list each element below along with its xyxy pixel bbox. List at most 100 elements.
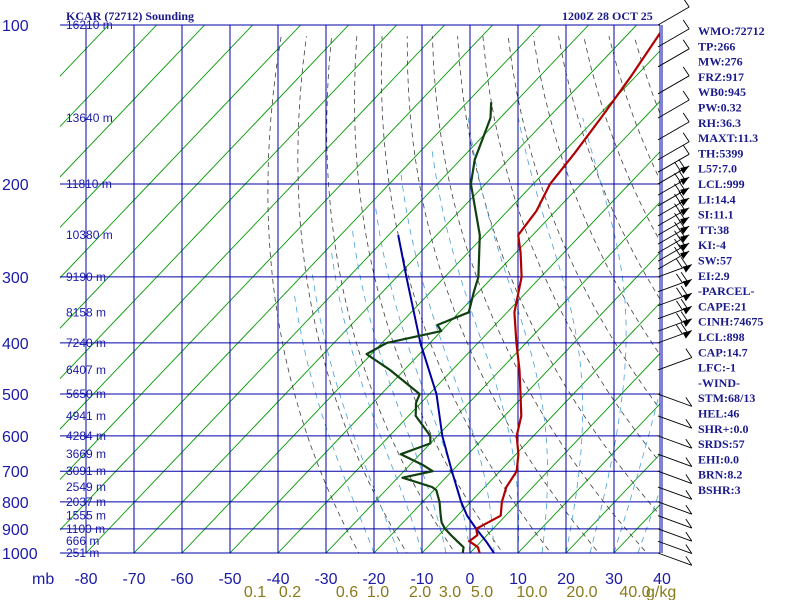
pressure-tick-label: 300 xyxy=(2,270,29,287)
wind-barb-pennant xyxy=(680,234,690,243)
moist-adiabat-line xyxy=(331,252,423,553)
stability-index-label: WB0:945 xyxy=(698,85,746,99)
wind-barb-feather xyxy=(682,144,690,155)
isotherm-line xyxy=(60,25,157,128)
wind-barb-feather xyxy=(678,228,686,238)
wind-barb-feather xyxy=(682,90,690,101)
wind-barb-staff xyxy=(657,75,690,95)
dry-adiabat-line xyxy=(406,36,600,553)
moist-adiabat-line xyxy=(582,117,627,553)
moist-adiabat-line xyxy=(637,489,660,553)
wind-barb-pennant xyxy=(682,318,692,327)
isotherm-line xyxy=(60,25,493,481)
isotherm-line xyxy=(133,25,637,553)
pressure-unit-label: mb xyxy=(32,571,54,588)
mixing-ratio-label: 0.1 xyxy=(244,584,266,600)
wind-barb-feather xyxy=(680,285,688,296)
wind-barb-feather xyxy=(676,312,683,323)
height-label: 13640 m xyxy=(66,111,113,125)
stability-index-label: LFC:-1 xyxy=(698,361,736,375)
isotherm-line xyxy=(60,25,301,279)
isotherm-line xyxy=(60,25,397,380)
mixing-ratio-label: 0.2 xyxy=(279,584,301,600)
stability-index-label: WMO:72712 xyxy=(698,24,765,38)
skewed-isotherms xyxy=(60,25,660,553)
moist-adiabat-line xyxy=(613,388,660,553)
isotherm-line xyxy=(60,25,349,329)
stability-index-label: STM:68/13 xyxy=(698,391,755,405)
height-label: 7240 m xyxy=(66,336,106,350)
stability-index-label: TT:38 xyxy=(698,223,729,237)
height-label: 3091 m xyxy=(66,464,106,478)
wind-barb-feather xyxy=(676,324,683,335)
pressure-tick-label: 800 xyxy=(2,495,29,512)
stability-index-label: TH:5399 xyxy=(698,146,743,160)
isotherm-line xyxy=(60,25,205,178)
wind-barb-feather xyxy=(680,311,688,321)
moist-adiabat-line xyxy=(351,225,447,553)
wind-barb-feather xyxy=(678,210,686,220)
pressure-tick-label: 200 xyxy=(2,177,29,194)
wind-barb-feather xyxy=(676,258,683,269)
temperature-tick-label: -50 xyxy=(218,571,241,588)
stability-index-label: KI:-4 xyxy=(698,238,726,252)
wind-barb-feather xyxy=(680,298,688,309)
isotherm-line xyxy=(60,25,253,229)
stability-index-label: MAXT:11.3 xyxy=(698,131,758,145)
temperature-tick-label: -20 xyxy=(362,571,385,588)
stability-index-label: SRDS:57 xyxy=(698,437,745,451)
wind-barb-feather xyxy=(678,170,686,180)
mixing-ratio-label: 40.0 xyxy=(619,584,650,600)
dry-adiabat-line xyxy=(297,36,408,553)
wind-barb-pennant xyxy=(680,243,690,252)
isotherm-line xyxy=(469,352,660,553)
isotherm-line xyxy=(373,251,660,553)
pressure-tick-label: 500 xyxy=(2,387,29,404)
wind-barb-staff xyxy=(657,6,690,26)
stability-index-label: SW:57 xyxy=(698,254,732,268)
height-label: 2037 m xyxy=(66,495,106,509)
pressure-tick-label: 100 xyxy=(2,18,29,35)
dry-adiabat-line xyxy=(457,36,660,516)
wind-barb-feather xyxy=(676,273,683,284)
stability-index-label: SI:11.1 xyxy=(698,208,734,222)
stability-index-label: CINH:74675 xyxy=(698,315,763,329)
moist-adiabat-line xyxy=(293,291,375,553)
stability-index-label: CAPE:21 xyxy=(698,299,747,313)
dry-adiabat-line xyxy=(760,36,800,564)
wind-barb-feather xyxy=(680,323,688,333)
height-label: 11810 m xyxy=(66,177,112,191)
height-label: 4941 m xyxy=(66,409,106,423)
stability-index-label: LCL:898 xyxy=(698,330,745,344)
moist-adiabats xyxy=(293,117,660,553)
isotherm-line xyxy=(517,403,660,553)
wind-barb-feather xyxy=(683,0,690,8)
wind-barb-staff xyxy=(657,552,692,566)
dry-adiabat-line xyxy=(380,36,552,553)
dry-adiabats xyxy=(267,36,800,564)
stability-index-label: RH:36.3 xyxy=(698,116,741,130)
wind-barb-staff xyxy=(657,415,692,429)
dry-adiabat-line xyxy=(583,36,660,242)
stability-index-label: EI:2.9 xyxy=(698,269,730,283)
wind-barb-feather xyxy=(676,300,683,311)
wind-barb-feather xyxy=(682,19,690,30)
wind-barb-staff xyxy=(657,435,692,449)
height-label: 4284 m xyxy=(66,429,106,443)
pressure-tick-label: 700 xyxy=(2,464,29,481)
mixing-ratio-label: 3.0 xyxy=(439,584,461,600)
stability-index-label: PW:0.32 xyxy=(698,101,742,115)
wind-barb-pennant xyxy=(680,207,690,216)
wind-barb-pennant xyxy=(680,187,690,196)
wind-barb-staff xyxy=(657,501,692,515)
mixing-ratio-label: 2.0 xyxy=(409,584,431,600)
wind-barb-feather xyxy=(678,181,686,191)
wind-barb-staff xyxy=(657,515,692,529)
temperature-tick-label: -70 xyxy=(122,571,145,588)
dry-adiabat-line xyxy=(432,36,648,553)
pressure-tick-label: 400 xyxy=(2,336,29,353)
wind-barb-pennant xyxy=(682,279,692,288)
height-label: 16210 m xyxy=(66,18,113,32)
temperature-tick-label: -60 xyxy=(170,571,193,588)
